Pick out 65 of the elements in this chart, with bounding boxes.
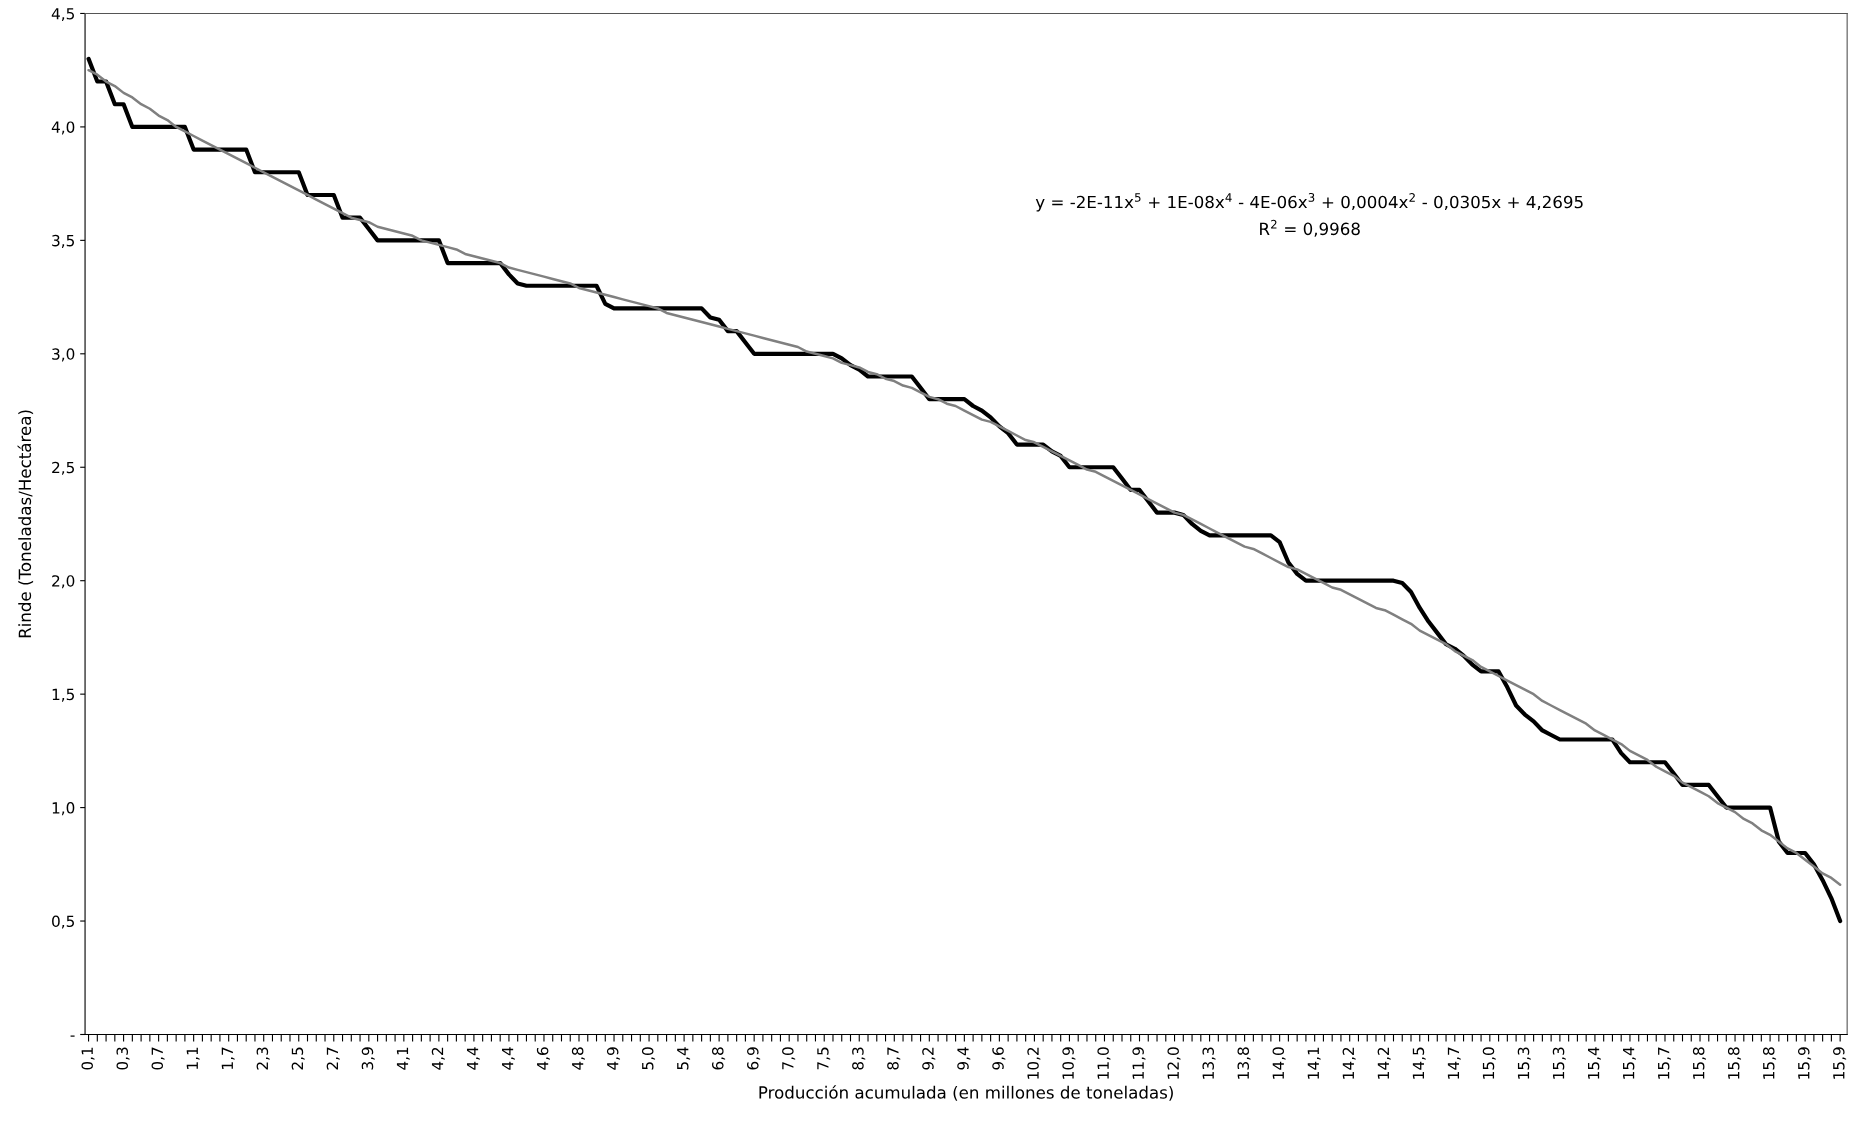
x-tick-label: 12,0 [1167, 1047, 1181, 1079]
y-tick-label: 4,5 [51, 8, 74, 22]
x-tick-label: 14,2 [1377, 1047, 1391, 1079]
x-tick-label: 4,1 [396, 1047, 410, 1070]
x-tick-label: 15,9 [1797, 1047, 1812, 1079]
x-tick-label: 15,3 [1517, 1047, 1531, 1079]
x-tick-label: 9,6 [992, 1047, 1006, 1070]
x-tick-label: 11,0 [1097, 1047, 1111, 1079]
x-tick-label: 14,0 [1272, 1047, 1286, 1079]
y-tick-label: 0,5 [52, 915, 74, 929]
y-tick-label: 3,0 [52, 348, 75, 362]
x-tick-label: 15,8 [1727, 1047, 1742, 1079]
x-tick-label: 2,3 [256, 1047, 270, 1070]
x-tick-label: 4,8 [571, 1047, 585, 1070]
x-tick-label: 2,5 [291, 1047, 305, 1070]
x-tick-label: 2,7 [326, 1047, 340, 1070]
x-tick-label: 0,7 [151, 1047, 165, 1070]
y-tick-label: 2,5 [52, 461, 74, 475]
x-tick-label: 9,4 [957, 1047, 971, 1070]
x-tick-label: 0,1 [81, 1047, 95, 1070]
x-tick-label: 15,9 [1833, 1047, 1847, 1079]
x-axis-title: Producción acumulada (en millones de toneladas) [759, 1085, 1173, 1101]
text: y = -2E-11x$^{5}$ + 1E-08x$^{4}$ - 4E-06x$^{3}$ + 0,0004x$^{2}$ - 0,0305x + 4,2695 [1035, 193, 1583, 212]
x-tick-label: 10,9 [1062, 1047, 1076, 1079]
x-tick-label: 5,0 [641, 1047, 656, 1070]
x-tick-label: 14,1 [1307, 1047, 1321, 1079]
x-tick-label: 4,4 [466, 1047, 480, 1070]
x-tick-label: 4,4 [502, 1047, 515, 1070]
x-tick-label: 15,4 [1588, 1047, 1601, 1079]
annotation: R$^{2}$ = 0,9968 [1260, 219, 1360, 237]
x-tick-label: 0,3 [116, 1047, 130, 1070]
x-tick-label: 13,8 [1237, 1047, 1251, 1079]
y-tick-label: 1,5 [52, 688, 74, 702]
y-tick-label: - [70, 1035, 75, 1037]
x-tick-label: 4,2 [431, 1047, 445, 1070]
x-tick-label: 8,7 [887, 1047, 901, 1070]
y-tick-label: 4,0 [51, 121, 75, 135]
y-tick-label: 1,0 [52, 802, 75, 816]
x-tick-label: 14,7 [1447, 1047, 1461, 1079]
x-tick-label: 4,6 [536, 1047, 550, 1070]
x-tick-label: 11,9 [1132, 1047, 1146, 1079]
x-tick-label: 14,5 [1412, 1047, 1426, 1079]
y-tick-label: 2,0 [52, 575, 75, 589]
x-tick-label: 6,8 [712, 1047, 726, 1070]
x-tick-label: 7,0 [782, 1047, 796, 1070]
x-tick-label: 14,2 [1342, 1047, 1356, 1079]
x-tick-label: 4,9 [606, 1047, 621, 1070]
x-tick-label: 6,9 [747, 1047, 761, 1070]
x-tick-label: 8,3 [852, 1047, 866, 1070]
x-tick-label: 3,9 [361, 1047, 375, 1070]
x-tick-label: 1,1 [186, 1047, 200, 1069]
x-tick-label: 15,8 [1692, 1047, 1707, 1079]
y-axis-title: Rinde (Toneladas/Hectárea) [17, 410, 34, 638]
x-tick-label: 15,8 [1762, 1047, 1777, 1079]
x-tick-label: 10,2 [1027, 1047, 1041, 1079]
x-tick-label: 13,3 [1202, 1047, 1216, 1079]
x-tick-label: 9,2 [922, 1047, 936, 1070]
y-tick-label: 3,5 [52, 234, 74, 248]
x-tick-label: 15,4 [1623, 1047, 1636, 1079]
x-tick-label: 7,5 [817, 1047, 831, 1070]
x-tick-label: 5,4 [677, 1047, 691, 1070]
x-tick-label: 1,7 [221, 1047, 235, 1069]
x-tick-label: 15,7 [1658, 1047, 1671, 1079]
x-tick-label: 15,3 [1552, 1047, 1566, 1079]
x-tick-label: 15,0 [1482, 1047, 1496, 1079]
